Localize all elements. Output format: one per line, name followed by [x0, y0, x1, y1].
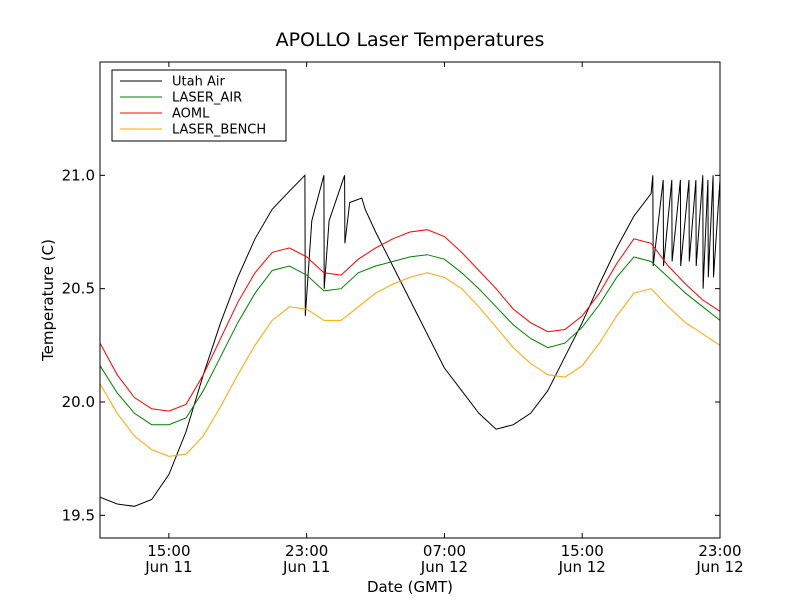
x-tick-time-label: 07:00 — [423, 542, 466, 560]
x-tick-date-label: Jun 11 — [144, 558, 192, 576]
y-tick-label: 19.5 — [62, 506, 95, 524]
x-tick-time-label: 15:00 — [561, 542, 604, 560]
series-line-2 — [99, 229, 721, 412]
series-line-0 — [99, 174, 721, 507]
chart-title: APOLLO Laser Temperatures — [276, 29, 545, 51]
x-tick-date-label: Jun 11 — [282, 558, 330, 576]
x-tick-date-label: Jun 12 — [695, 558, 743, 576]
plot-frame — [99, 61, 721, 539]
y-tick-label: 20.5 — [62, 280, 95, 298]
y-axis-label: Temperature (C) — [39, 239, 57, 362]
x-tick-date-label: Jun 12 — [420, 558, 468, 576]
y-tick-label: 21.0 — [62, 166, 95, 184]
series-line-1 — [99, 254, 721, 426]
series-layer — [99, 174, 721, 507]
x-tick-time-label: 23:00 — [698, 542, 741, 560]
x-tick-time-label: 23:00 — [285, 542, 328, 560]
legend-label-3: LASER_BENCH — [172, 123, 266, 138]
series-line-3 — [99, 272, 721, 457]
x-tick-date-label: Jun 12 — [558, 558, 606, 576]
x-tick-time-label: 15:00 — [147, 542, 190, 560]
legend-label-1: LASER_AIR — [172, 91, 242, 106]
y-tick-label: 20.0 — [62, 393, 95, 411]
x-axis-label: Date (GMT) — [367, 578, 453, 596]
legend-label-2: AOML — [172, 107, 210, 122]
legend-label-0: Utah Air — [172, 75, 225, 90]
